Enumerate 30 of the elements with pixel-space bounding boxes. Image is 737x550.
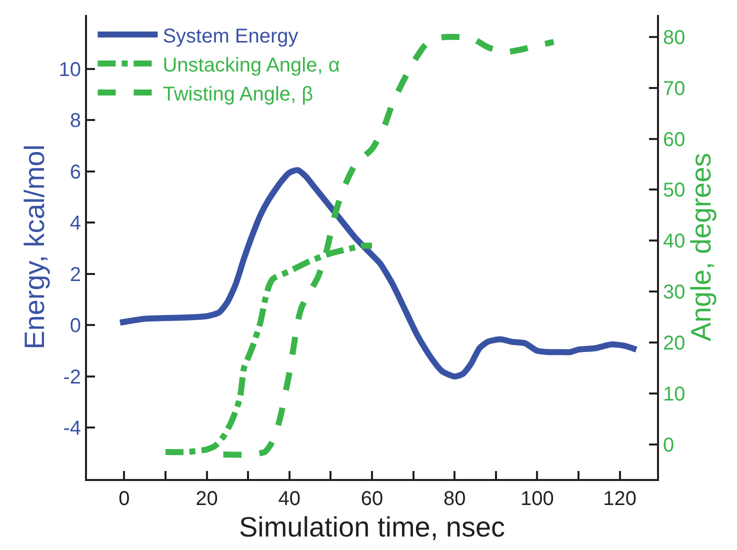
y2-axis-title: Angle, degrees xyxy=(685,152,716,342)
y-tick-label: -4 xyxy=(63,418,81,440)
y-tick-label: 4 xyxy=(70,212,81,235)
x-tick-label: 80 xyxy=(443,488,466,510)
y-axis-title: Energy, kcal/mol xyxy=(18,144,50,350)
y-tick-label: 6 xyxy=(70,161,81,184)
y2-tick-label: 30 xyxy=(663,282,686,304)
y2-tick-label: 60 xyxy=(663,128,686,151)
y2-tick-label: 0 xyxy=(663,434,674,456)
y-tick-label: -2 xyxy=(63,366,81,388)
x-tick-label: 40 xyxy=(278,488,301,510)
y-tick-label: 8 xyxy=(70,110,81,132)
legend-label: Unstacking Angle, α xyxy=(162,54,340,76)
y2-tick-label: 20 xyxy=(663,332,686,354)
y2-tick-label: 50 xyxy=(663,180,686,202)
x-tick-label: 20 xyxy=(196,488,218,510)
x-tick-label: 0 xyxy=(118,488,130,510)
y2-tick-label: 70 xyxy=(663,78,686,100)
x-axis-title: Simulation time, nsec xyxy=(238,512,506,543)
y-tick-label: 2 xyxy=(70,264,81,286)
legend-label: Twisting Angle, β xyxy=(162,83,314,106)
y-tick-label: 10 xyxy=(58,58,81,81)
x-tick-label: 60 xyxy=(360,488,384,510)
y2-tick-label: 10 xyxy=(663,383,686,406)
y2-tick-label: 40 xyxy=(663,230,686,253)
x-tick-label: 120 xyxy=(603,488,637,510)
x-tick-label: 100 xyxy=(520,488,554,510)
y2-tick-label: 80 xyxy=(663,26,686,49)
y-tick-label: 0 xyxy=(70,315,81,338)
legend-label: System Energy xyxy=(162,25,298,48)
